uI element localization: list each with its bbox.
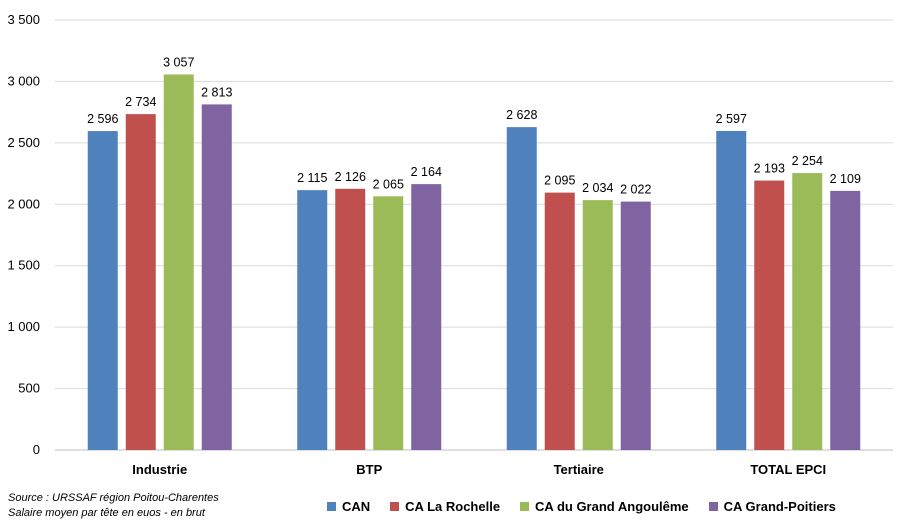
x-axis: Industrie BTP Tertiaire TOTAL EPCI xyxy=(132,462,826,477)
data-label: 2 126 xyxy=(335,170,366,184)
data-label: 2 164 xyxy=(411,165,442,179)
legend: CAN CA La Rochelle CA du Grand Angoulême CA… xyxy=(327,499,836,514)
data-label: 2 734 xyxy=(125,95,156,109)
legend-item: CA du Grand Angoulême xyxy=(520,499,689,514)
data-label: 2 115 xyxy=(297,171,327,185)
bar xyxy=(297,190,328,450)
y-tick-label: 2 500 xyxy=(7,135,40,150)
bar xyxy=(163,74,194,450)
legend-label: CA Grand-Poitiers xyxy=(723,499,836,514)
bars xyxy=(87,74,861,450)
source-line-1: Source : URSSAF région Poitou-Charentes xyxy=(8,492,219,504)
bar xyxy=(335,188,366,450)
legend-swatch xyxy=(520,502,530,511)
legend-label: CA La Rochelle xyxy=(405,499,501,514)
y-tick-label: 3 500 xyxy=(7,12,40,27)
data-label: 3 057 xyxy=(163,55,194,69)
data-labels: 2 596 2 734 3 057 2 813 2 115 2 126 2 065 2 164… xyxy=(87,55,861,196)
bar xyxy=(506,127,537,450)
bar xyxy=(411,184,442,450)
x-category-label: BTP xyxy=(356,462,382,477)
bar xyxy=(754,180,785,450)
data-label: 2 034 xyxy=(582,181,613,195)
bar xyxy=(830,190,861,450)
bar xyxy=(620,201,651,450)
data-label: 2 254 xyxy=(792,154,823,168)
y-tick-label: 0 xyxy=(33,442,40,457)
data-label: 2 022 xyxy=(620,183,651,197)
x-category-label: TOTAL EPCI xyxy=(750,462,826,477)
data-label: 2 628 xyxy=(506,108,537,122)
data-label: 2 597 xyxy=(716,112,747,126)
bar xyxy=(544,192,575,450)
bar xyxy=(201,104,232,450)
y-tick-label: 2 000 xyxy=(7,196,40,211)
data-label: 2 065 xyxy=(373,177,404,191)
bar xyxy=(716,130,747,450)
gridlines xyxy=(55,19,893,451)
y-tick-label: 1 500 xyxy=(7,258,40,273)
legend-label: CAN xyxy=(342,499,371,514)
legend-item: CA Grand-Poitiers xyxy=(708,499,836,514)
data-label: 2 813 xyxy=(201,85,232,99)
legend-item: CA La Rochelle xyxy=(390,499,500,514)
bar xyxy=(792,173,823,450)
bar xyxy=(373,196,404,450)
bar xyxy=(125,114,156,450)
legend-swatch xyxy=(390,502,400,511)
x-category-label: Tertiaire xyxy=(554,462,604,477)
legend-swatch xyxy=(327,502,336,511)
y-tick-label: 3 000 xyxy=(7,73,40,88)
data-label: 2 095 xyxy=(544,174,575,188)
source-line-2: Salaire moyen par tête en euos - en brut xyxy=(8,507,205,519)
x-category-label: Industrie xyxy=(132,462,187,477)
bar-chart: 0 500 1 000 1 500 2 000 2 500 3 000 3 500 2 596… xyxy=(7,12,893,477)
bar xyxy=(582,200,613,450)
y-tick-label: 500 xyxy=(18,381,40,396)
bar xyxy=(87,131,118,450)
legend-label: CA du Grand Angoulême xyxy=(535,499,689,514)
data-label: 2 193 xyxy=(754,162,785,176)
y-tick-label: 1 000 xyxy=(7,319,40,334)
y-axis: 0 500 1 000 1 500 2 000 2 500 3 000 3 500 xyxy=(7,12,40,457)
legend-item: CAN xyxy=(327,499,370,514)
data-label: 2 596 xyxy=(87,112,118,126)
data-label: 2 109 xyxy=(830,172,861,186)
legend-swatch xyxy=(708,502,718,511)
